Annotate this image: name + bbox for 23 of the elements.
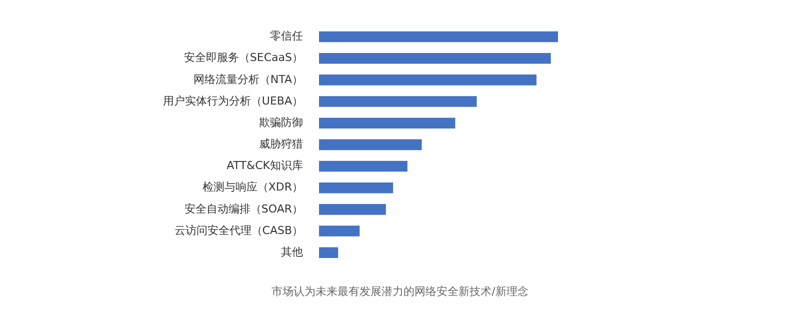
bar xyxy=(319,31,558,42)
y-tick-label: 威胁狩猎 xyxy=(259,138,303,151)
bar xyxy=(319,226,360,236)
bar xyxy=(319,204,386,215)
y-tick-label: 安全自动编排（SOAR） xyxy=(184,202,303,216)
bar xyxy=(319,118,456,129)
y-tick-label: ATT&CK知识库 xyxy=(226,159,303,172)
bar xyxy=(319,139,422,150)
bar xyxy=(319,96,477,107)
y-tick-label: 用户实体行为分析（UEBA） xyxy=(162,94,303,108)
bar xyxy=(319,52,551,64)
text: 市场认为未来最有发展潜力的网络安全新技术/新理念 xyxy=(270,284,530,299)
y-tick-label: 网络流量分析（NTA） xyxy=(193,72,303,86)
y-tick-label: 欺骗防御 xyxy=(259,116,303,129)
bar xyxy=(319,74,536,86)
bar xyxy=(319,182,394,194)
y-tick-label: 检测与响应（XDR） xyxy=(202,180,303,194)
y-tick-label: 零信任 xyxy=(270,30,303,43)
y-tick-label: 其他 xyxy=(281,245,303,258)
y-tick-label: 安全即服务（SECaaS） xyxy=(184,51,303,64)
bar xyxy=(319,160,408,172)
bar xyxy=(319,247,338,258)
y-tick-label: 云访问安全代理（CASB） xyxy=(174,224,303,237)
